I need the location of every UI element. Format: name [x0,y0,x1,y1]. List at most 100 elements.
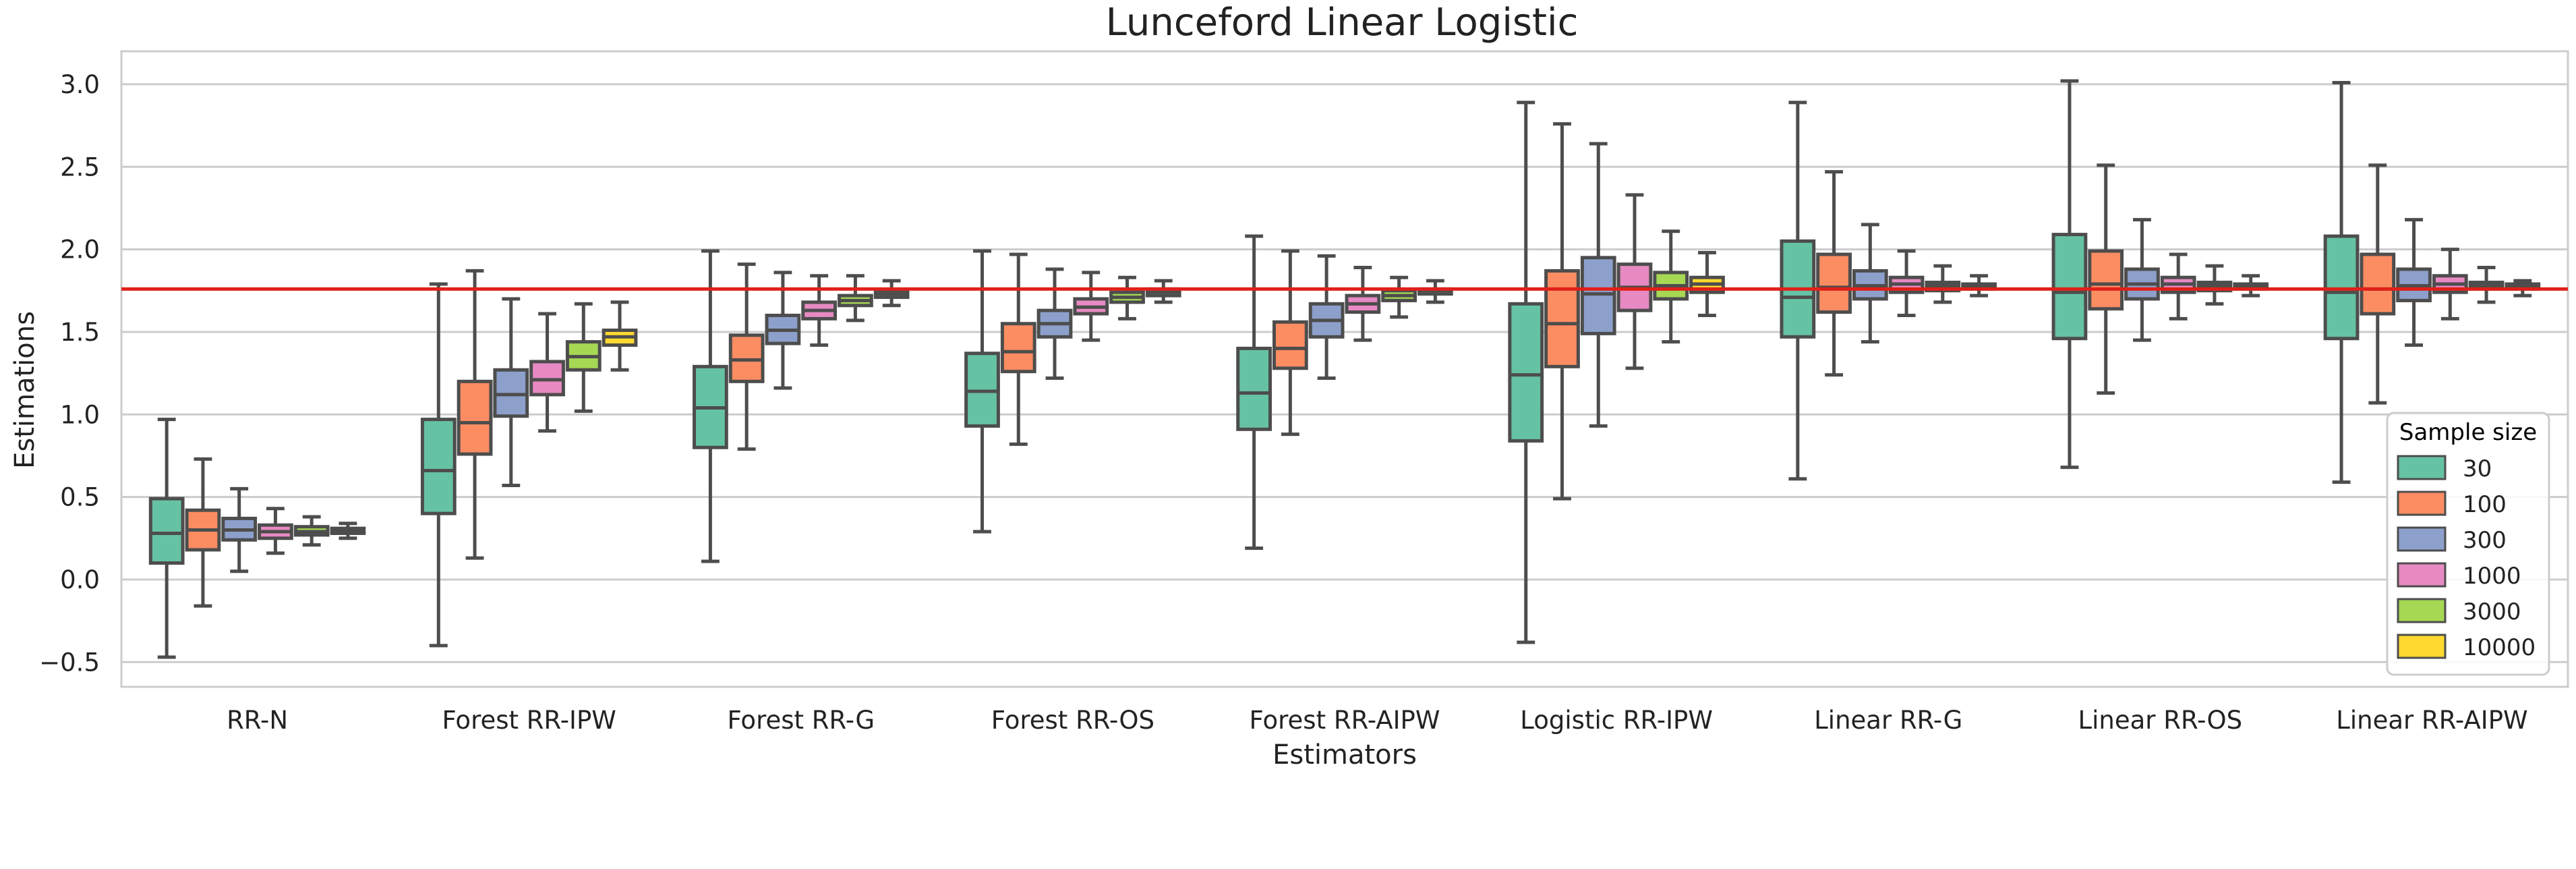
x-tick-label: Forest RR-IPW [442,706,616,735]
box-300 [1036,267,1073,380]
box-10000 [1689,251,1725,317]
box-10000 [330,522,366,540]
box-1000 [1073,271,1109,342]
box-3000 [1925,264,1961,304]
legend-entry-label: 1000 [2463,563,2521,590]
legend-swatch [2397,490,2447,516]
box-30 [148,418,185,659]
box-100 [2088,163,2124,395]
box-iqr [2088,249,2124,311]
box-iqr [2051,233,2088,341]
box-1000 [258,507,293,555]
legend-title: Sample size [2399,419,2537,446]
box-iqr [1508,302,1544,443]
legend-entry-label: 100 [2463,491,2507,518]
box-1000 [1345,266,1381,342]
box-100 [728,262,765,451]
box-iqr [1236,346,1272,431]
box-iqr [1816,252,1852,314]
box-10000 [873,279,910,308]
box-100 [2360,163,2396,405]
box-300 [2396,218,2432,347]
box-300 [221,486,258,573]
box-300 [1852,223,1888,344]
x-tick-label: Linear RR-G [1814,706,1962,735]
legend-swatch [2397,598,2447,623]
box-10000 [602,300,638,372]
box-1000 [529,312,565,433]
box-100 [1000,252,1036,446]
box-1000 [1616,193,1653,370]
box-iqr [148,497,185,565]
y-tick-label: 2.5 [60,152,100,181]
y-tick-label: −0.5 [39,648,100,677]
legend-swatch [2397,634,2447,659]
box-10000 [1961,274,1997,298]
box-300 [1580,142,1616,428]
box-300 [493,297,529,487]
box-30 [693,249,728,563]
box-100 [457,269,493,560]
box-3000 [1109,275,1145,320]
x-tick-label: Forest RR-OS [991,706,1154,735]
x-tick-labels: RR-N Forest RR-IPW Forest RR-G Forest RR-OS… [227,706,2528,735]
y-tick-label: 1.0 [60,400,100,429]
legend-entry-label: 10000 [2463,634,2536,661]
legend: Sample size 30 100 300 1000 3000 10000 [2386,412,2550,676]
legend-swatch [2397,455,2447,480]
box-iqr [457,379,493,456]
y-tick-label: 2.0 [60,235,100,264]
box-3000 [838,274,873,323]
box-3000 [1653,229,1689,344]
box-100 [1544,122,1580,501]
y-tick-label: 1.5 [60,318,100,347]
box-100 [1816,170,1852,377]
box-300 [2124,218,2160,342]
box-iqr [1272,320,1308,370]
y-tick-label: 3.0 [60,70,100,99]
box-30 [2051,79,2088,470]
x-tick-label: Forest RR-G [727,706,875,735]
box-100 [1272,249,1308,437]
legend-entry-label: 3000 [2463,598,2521,625]
box-300 [765,271,801,390]
box-300 [1308,254,1345,380]
box-3000 [2196,264,2233,306]
plot-area [120,50,2569,688]
box-iqr [1544,269,1580,368]
box-30 [2323,80,2360,484]
box-iqr [1000,322,1036,374]
box-3000 [565,302,602,413]
legend-entry-label: 30 [2463,455,2492,482]
box-100 [185,457,221,608]
box-1000 [801,274,838,347]
x-tick-label: Linear RR-OS [2078,706,2242,735]
chart-title: Lunceford Linear Logistic [1106,1,1579,45]
box-30 [420,282,457,648]
x-tick-label: Forest RR-AIPW [1250,706,1440,735]
box-30 [1508,101,1544,644]
box-iqr [2360,252,2396,316]
x-axis-label: Estimators [1272,739,1417,770]
legend-entry-label: 300 [2463,527,2507,554]
y-tick-labels: −0.5 0.0 0.5 1.0 1.5 2.0 2.5 3.0 [39,70,100,677]
y-tick-label: 0.0 [60,565,100,594]
x-tick-label: Logistic RR-IPW [1520,706,1713,735]
box-30 [964,249,1000,534]
legend-swatch [2397,562,2447,588]
y-tick-label: 0.5 [60,483,100,512]
x-tick-label: RR-N [227,706,288,735]
box-iqr [420,418,457,515]
box-3000 [2468,266,2505,304]
box-3000 [293,515,330,547]
box-30 [1236,234,1272,550]
legend-swatch [2397,526,2447,552]
box-10000 [1417,279,1453,304]
box-1000 [2432,248,2468,320]
box-series [148,79,2541,659]
box-1000 [1888,249,1925,317]
y-axis-label: Estimations [9,311,40,469]
grid-lines [121,83,2568,663]
box-1000 [2160,252,2196,320]
